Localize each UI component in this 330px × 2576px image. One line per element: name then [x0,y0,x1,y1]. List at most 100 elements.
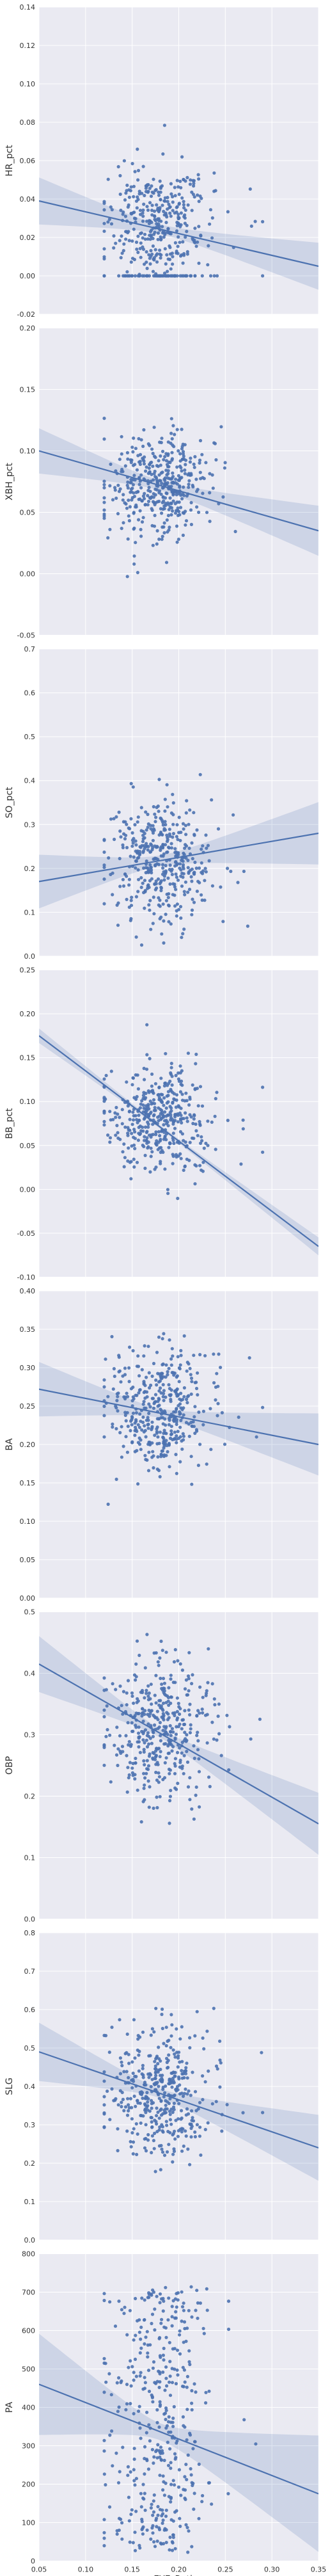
data-point [155,1778,159,1782]
data-point [198,1353,202,1357]
data-point [207,2069,210,2073]
data-point [123,501,127,505]
data-point [179,916,183,920]
data-point [132,2371,136,2374]
data-point [146,884,150,888]
data-point [188,2362,192,2367]
data-point [200,1708,204,1711]
data-point [180,857,184,861]
data-point [173,2547,177,2550]
data-point [214,2064,219,2068]
data-point [152,1466,155,1470]
data-point [205,1462,208,1466]
data-point [208,472,212,476]
data-point [137,1125,141,1130]
data-point [143,2381,147,2385]
data-point [162,1119,167,1123]
data-point [133,1428,137,1432]
data-point [147,221,151,225]
data-point [159,1750,162,1754]
data-point [127,1776,130,1780]
data-point [178,2516,182,2520]
data-point [155,500,159,504]
data-point [120,470,123,474]
data-point [170,2305,174,2308]
data-point [145,1734,149,1738]
data-point [137,1391,141,1395]
data-point [178,274,182,278]
data-point [168,211,172,215]
data-point [184,519,189,523]
data-point [147,1691,151,1695]
data-point [161,1113,165,1117]
data-point [122,2070,126,2074]
data-point [157,810,161,813]
data-point [141,274,145,278]
data-point [179,186,183,189]
data-point [163,196,167,200]
data-point [162,1444,166,1448]
data-point [173,1648,177,1652]
data-point [102,500,106,504]
data-point [141,2096,145,2100]
data-point [203,867,207,870]
data-point [193,860,197,864]
data-point [169,2071,173,2075]
scatter-points [102,1023,265,1201]
data-point [133,1777,137,1781]
data-point [111,1422,114,1426]
data-point [183,893,187,897]
data-point [125,506,129,510]
data-point [146,1423,150,1427]
data-point [212,171,216,175]
data-point [195,890,199,893]
data-point [153,2071,157,2075]
data-point [107,2372,111,2376]
data-point [127,1380,131,1384]
data-point [178,1712,182,1716]
data-point [123,820,127,824]
data-point [139,885,143,890]
data-point [196,1104,200,1108]
data-point [128,2308,132,2312]
data-point [145,465,148,469]
data-point [149,1709,153,1713]
data-point [191,897,194,901]
data-point [145,260,148,264]
data-point [134,2122,138,2126]
data-point [143,1776,147,1780]
data-point [178,2524,182,2528]
y-tick-label: 200 [22,2481,35,2489]
data-point [175,1374,179,1378]
data-point [144,2123,148,2127]
data-point [202,959,205,962]
data-point [164,2408,168,2412]
data-point [146,2138,150,2142]
data-point [117,2405,121,2409]
data-point [123,214,127,218]
data-point [204,870,208,874]
data-point [151,831,155,835]
data-point [159,1107,162,1111]
data-point [177,449,180,453]
data-point [193,455,197,459]
data-point [178,1064,182,1068]
data-point [185,799,189,803]
data-point [102,2544,106,2548]
data-point [138,1653,141,1658]
data-point [145,1688,148,1692]
data-point [140,1428,144,1432]
data-point [104,2380,108,2384]
data-point [151,838,155,842]
data-point [104,1357,107,1361]
data-point [134,1097,138,1101]
data-point [196,193,200,197]
data-point [134,1724,138,1727]
x-tick-label: 0.15 [124,2566,140,2574]
gridlines [38,1612,319,1919]
data-point [169,484,173,488]
regression-line [39,1035,318,1247]
data-point [180,469,184,473]
data-point [178,1363,182,1367]
data-point [150,2120,153,2124]
